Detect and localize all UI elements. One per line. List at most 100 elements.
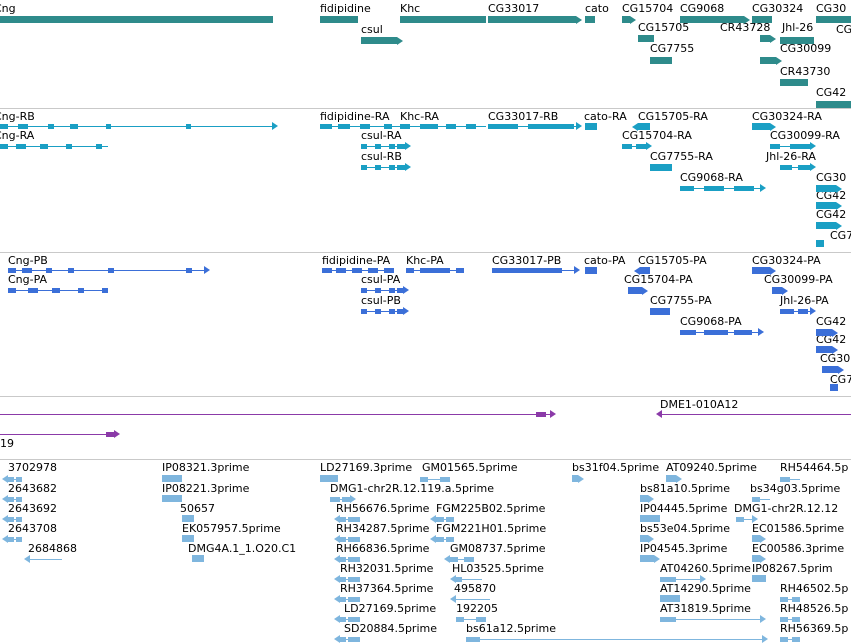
feature-glyph[interactable] xyxy=(638,35,654,42)
feature-glyph[interactable] xyxy=(182,535,194,542)
feature-glyph[interactable] xyxy=(466,635,768,643)
feature-glyph[interactable] xyxy=(816,16,851,23)
feature-label[interactable]: Khc xyxy=(400,2,421,15)
feature-glyph[interactable] xyxy=(400,16,486,23)
feature-label[interactable]: csul-PB xyxy=(361,294,401,307)
feature-label[interactable]: IP04445.5prime xyxy=(640,502,728,515)
feature-glyph[interactable] xyxy=(752,554,766,563)
feature-glyph[interactable] xyxy=(0,144,108,149)
feature-glyph[interactable] xyxy=(585,123,597,130)
feature-glyph[interactable] xyxy=(780,477,800,482)
feature-label[interactable]: RH34287.5prime xyxy=(336,522,430,535)
feature-glyph[interactable] xyxy=(660,575,706,583)
feature-glyph[interactable] xyxy=(640,515,660,522)
feature-glyph[interactable] xyxy=(585,267,597,274)
feature-label[interactable]: CG15704-RA xyxy=(622,129,692,142)
feature-glyph[interactable] xyxy=(752,534,766,543)
feature-glyph[interactable] xyxy=(361,163,411,171)
feature-glyph[interactable] xyxy=(780,79,808,86)
feature-glyph[interactable] xyxy=(640,534,654,543)
feature-glyph[interactable] xyxy=(450,595,490,603)
feature-label[interactable]: CG30 xyxy=(820,352,851,365)
feature-glyph[interactable] xyxy=(585,16,595,23)
feature-label[interactable]: bs53e04.5prime xyxy=(640,522,731,535)
feature-glyph[interactable] xyxy=(430,515,454,523)
feature-glyph[interactable] xyxy=(770,142,816,150)
feature-label[interactable]: RH48526.5p xyxy=(780,602,849,615)
feature-label[interactable]: CG7755-RA xyxy=(650,150,713,163)
feature-glyph[interactable] xyxy=(2,535,22,543)
feature-glyph[interactable] xyxy=(24,555,62,563)
feature-glyph[interactable] xyxy=(680,328,764,336)
feature-label[interactable]: bs31f04.5prime xyxy=(572,461,660,474)
feature-glyph[interactable] xyxy=(334,635,360,643)
feature-label[interactable]: Cng xyxy=(0,2,16,15)
feature-glyph[interactable] xyxy=(492,266,580,274)
feature-label[interactable]: 3702978 xyxy=(8,461,57,474)
feature-label[interactable]: Khc-RA xyxy=(400,110,439,123)
feature-label[interactable]: CG9068-PA xyxy=(680,315,742,328)
feature-glyph[interactable] xyxy=(780,617,800,622)
feature-glyph[interactable] xyxy=(320,475,338,482)
feature-glyph[interactable] xyxy=(660,615,766,623)
feature-label[interactable]: CG7 xyxy=(830,373,851,386)
feature-glyph[interactable] xyxy=(430,535,454,543)
feature-label[interactable]: CG42 xyxy=(816,86,847,99)
feature-glyph[interactable] xyxy=(680,15,750,24)
feature-glyph[interactable] xyxy=(656,410,851,418)
feature-glyph[interactable] xyxy=(760,56,782,65)
feature-glyph[interactable] xyxy=(322,268,394,273)
feature-label[interactable]: AT14290.5prime xyxy=(660,582,751,595)
feature-glyph[interactable] xyxy=(640,494,654,503)
feature-label[interactable]: CG42 xyxy=(816,208,847,221)
feature-glyph[interactable] xyxy=(816,328,838,337)
feature-glyph[interactable] xyxy=(361,307,409,315)
feature-glyph[interactable] xyxy=(320,16,358,23)
feature-label[interactable]: fidipidine-RA xyxy=(320,110,390,123)
feature-label[interactable]: csul-RB xyxy=(361,150,402,163)
feature-label[interactable]: HL03525.5prime xyxy=(452,562,544,575)
feature-glyph[interactable] xyxy=(2,475,22,483)
feature-glyph[interactable] xyxy=(572,474,584,483)
feature-label[interactable]: CG9068 xyxy=(680,2,725,15)
feature-glyph[interactable] xyxy=(162,475,182,482)
feature-label[interactable]: RH54464.5p xyxy=(780,461,849,474)
feature-label[interactable]: 50657 xyxy=(180,502,215,515)
feature-label[interactable]: CG30099-RA xyxy=(770,129,840,142)
feature-label[interactable]: CG42 xyxy=(816,315,847,328)
feature-glyph[interactable] xyxy=(334,515,360,523)
feature-label[interactable]: Cng-PA xyxy=(8,273,48,286)
feature-label[interactable]: IP08321.3prime xyxy=(162,461,250,474)
feature-glyph[interactable] xyxy=(780,307,816,315)
feature-label[interactable]: 192205 xyxy=(456,602,498,615)
feature-label[interactable]: SD20884.5prime xyxy=(344,622,437,635)
feature-label[interactable]: AT09240.5prime xyxy=(666,461,757,474)
feature-glyph[interactable] xyxy=(816,101,851,108)
feature-glyph[interactable] xyxy=(772,286,788,295)
feature-label[interactable]: RH37364.5prime xyxy=(340,582,434,595)
feature-label[interactable]: CG15704-PA xyxy=(624,273,693,286)
feature-glyph[interactable] xyxy=(650,308,670,315)
feature-glyph[interactable] xyxy=(752,122,776,131)
feature-label[interactable]: CG33017 xyxy=(488,2,540,15)
feature-label[interactable]: cato-PA xyxy=(584,254,626,267)
feature-label[interactable]: FGM221H01.5prime xyxy=(436,522,547,535)
feature-label[interactable]: EC00586.3prime xyxy=(752,542,845,555)
feature-glyph[interactable] xyxy=(334,615,360,623)
feature-label[interactable]: csul xyxy=(361,23,383,36)
feature-glyph[interactable] xyxy=(632,122,650,131)
feature-glyph[interactable] xyxy=(640,554,660,563)
feature-glyph[interactable] xyxy=(192,555,204,562)
feature-glyph[interactable] xyxy=(0,16,273,23)
feature-label[interactable]: CG9068-RA xyxy=(680,171,743,184)
feature-glyph[interactable] xyxy=(361,286,409,294)
feature-label[interactable]: CG30099 xyxy=(780,42,832,55)
feature-glyph[interactable] xyxy=(320,124,400,129)
feature-glyph[interactable] xyxy=(450,575,482,583)
feature-glyph[interactable] xyxy=(162,495,182,502)
feature-label[interactable]: CG30099-PA xyxy=(764,273,833,286)
feature-label[interactable]: IP08267.5prim xyxy=(752,562,833,575)
feature-label[interactable]: 2684868 xyxy=(28,542,77,555)
feature-label[interactable]: 495870 xyxy=(454,582,496,595)
feature-glyph[interactable] xyxy=(628,286,648,295)
